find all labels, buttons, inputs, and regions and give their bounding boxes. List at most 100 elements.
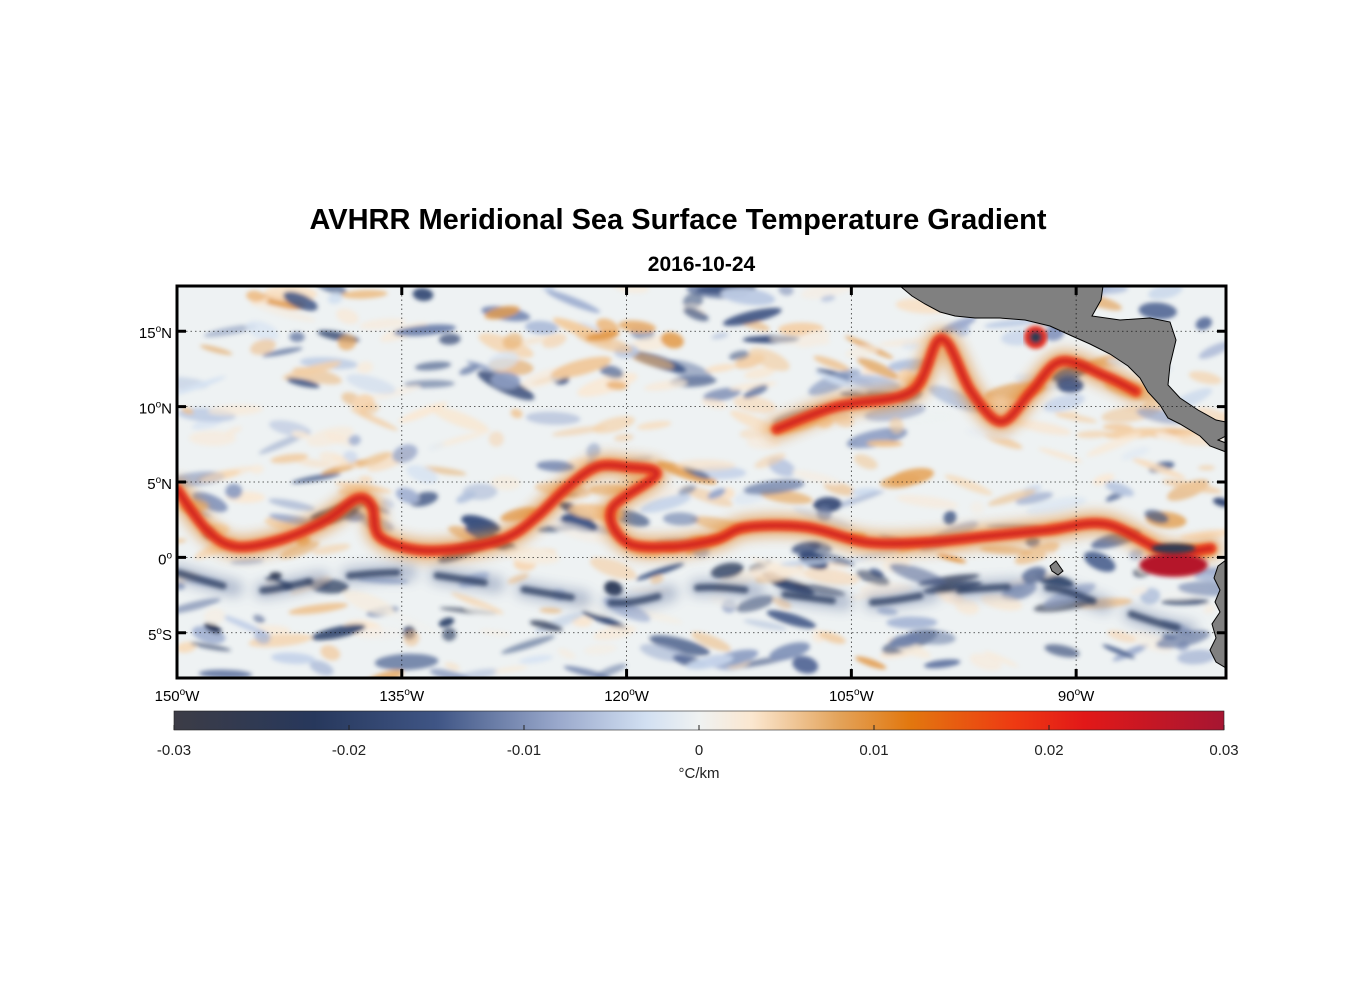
gradient-blob [802,568,859,585]
gradient-blob [456,491,476,504]
gradient-blob [431,406,489,432]
gradient-blob [207,404,263,416]
gradient-blob [801,286,860,299]
gradient-blob [1021,566,1047,584]
gradient-blob [889,563,947,587]
gradient-blob [225,426,242,436]
gradient-blob [820,295,836,302]
colorbar: -0.03 -0.02 -0.01 0 0.01 0.02 0.03 °C/km [157,710,1239,782]
gradient-blob [1055,376,1084,393]
gradient-blob [406,465,439,484]
y-axis-labels: 15oN 10oN 5oN 0o 5oS [139,324,173,644]
gradient-blob [374,653,439,671]
gradient-blob [804,550,856,566]
gradient-blob [459,364,480,375]
coastal-eddy [1024,325,1048,349]
gradient-blob [403,629,420,647]
colorbar-tick-label: 0.02 [1034,742,1063,759]
gradient-blob [924,659,961,669]
gradient-blob [488,431,504,447]
gradient-blob [487,351,519,371]
gradient-blob [636,421,672,430]
gradient-blob [1196,407,1226,430]
gradient-blob [1083,551,1116,572]
gradient-blob [190,642,232,652]
gradient-blob [507,573,529,584]
gradient-blob [818,631,846,644]
gradient-blob [428,442,445,451]
gradient-blob [536,460,576,472]
gradient-blob [1155,630,1210,649]
gradient-blob [1130,586,1148,596]
gradient-blob [707,488,726,499]
gradient-blob [749,347,790,371]
gradient-blob [450,668,499,678]
gradient-blob [857,357,900,380]
gradient-blob [346,374,396,395]
gradient-blob [856,570,890,586]
gradient-blob [254,630,271,644]
gradient-blob [1102,423,1133,431]
gradient-blob [503,546,560,565]
land-central-america [899,286,1226,453]
gradient-blob [791,469,841,485]
gradient-blob [743,479,805,495]
colorbar-ticks: -0.03 -0.02 -0.01 0 0.01 0.02 0.03 [157,725,1239,759]
gradient-blob [901,414,952,422]
gradient-blob [1044,644,1080,658]
gradient-blob [937,553,967,564]
gradient-blob [438,617,455,628]
gradient-blob [177,581,186,590]
gradient-blob [896,494,959,509]
gradient-blob [1131,458,1186,479]
gradient-blob [691,631,731,652]
gradient-blob [432,429,492,448]
gradient-blob [701,398,727,409]
gradient-blob [662,512,699,526]
gradient-blob [198,669,252,678]
gradient-blob [746,436,780,450]
gradient-blob [253,614,265,624]
gradient-blob [589,557,637,580]
gradient-blob [710,562,744,580]
front-negative [177,564,1219,641]
gradient-blob [1188,371,1222,385]
gradient-blob [970,501,985,515]
gradient-blob [311,624,366,641]
gradient-blob [722,307,782,326]
gradient-blob [744,366,776,380]
gradient-blob [1198,465,1215,471]
gradient-blob [311,543,351,555]
gradient-blob [359,475,373,484]
gradient-blob [1144,509,1169,524]
gradient-blob [581,610,627,629]
axis-label-lon: 150oW [155,687,201,705]
x-axis-labels: 150oW 135oW 120oW 105oW 90oW [155,687,1096,705]
gradient-blob [584,644,617,655]
gradient-blob [525,411,581,425]
axis-label-lon: 90oW [1058,687,1095,705]
gradient-blob [866,440,903,447]
gradient-blob [720,287,776,306]
axis-label-lon: 135oW [379,687,425,705]
gradient-blob [1138,302,1177,320]
gradient-blob [855,656,887,670]
gradient-blob [414,361,452,371]
gradient-blob [412,288,434,301]
gradient-blob [230,558,264,565]
gradient-blob [743,619,787,631]
gradient-blob [660,331,684,349]
gradient-blob [813,355,850,372]
gradient-blob [594,663,627,678]
colorbar-tick-label: -0.01 [507,742,541,759]
gradient-blob [943,510,957,525]
gradient-blob [1086,432,1142,457]
gradient-blob [613,286,650,294]
gradient-blob [177,376,227,396]
gradient-blob [711,332,729,340]
gradient-blob [614,433,634,442]
gradient-blob [683,292,704,310]
gradient-blob [309,660,334,676]
gradient-blob [703,387,742,402]
